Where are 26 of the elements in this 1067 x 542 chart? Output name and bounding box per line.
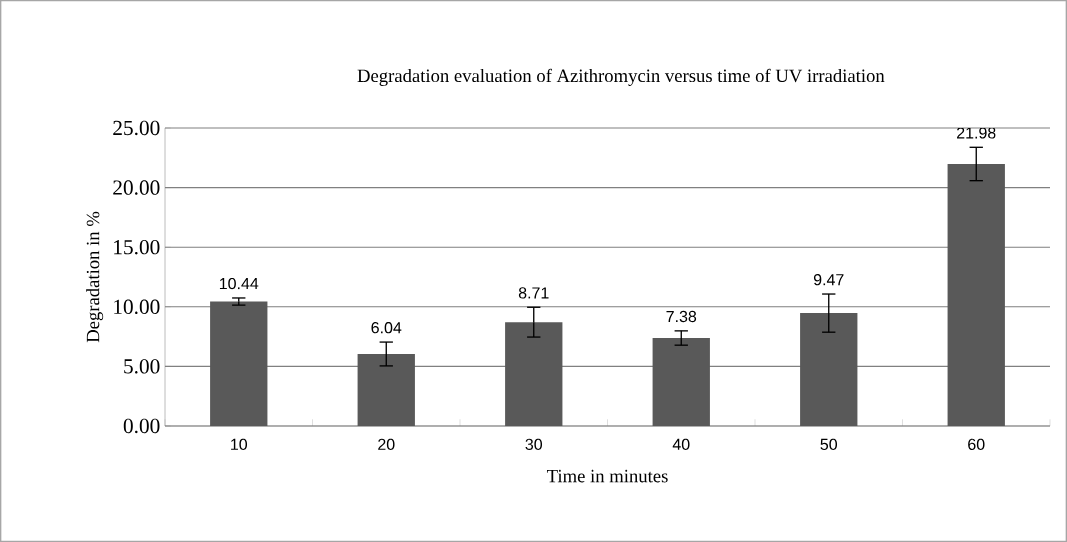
data-label: 6.04 xyxy=(371,322,402,334)
x-tick-label: 40 xyxy=(672,438,690,451)
x-tick-label: 20 xyxy=(378,438,395,451)
x-tick-label: 30 xyxy=(525,438,543,451)
y-tick-label: 0.00 xyxy=(123,418,160,434)
data-label: 10.44 xyxy=(219,277,259,290)
chart-title: Degradation evaluation of Azithromycin versus time of UV irradiation xyxy=(357,68,885,86)
x-tick-label: 10 xyxy=(231,438,248,451)
data-label: 7.38 xyxy=(666,310,697,323)
bar xyxy=(357,353,415,426)
y-axis-title: Degradation in % xyxy=(86,211,104,343)
data-label: 8.71 xyxy=(518,287,549,299)
y-tick-label: 5.00 xyxy=(124,359,160,374)
bar xyxy=(210,301,268,426)
y-tick-label: 15.00 xyxy=(114,239,160,255)
x-tick-label: 50 xyxy=(820,438,838,451)
data-label: 9.47 xyxy=(813,274,844,286)
y-tick-label: 25.00 xyxy=(113,120,160,136)
x-tick-label: 60 xyxy=(968,438,985,451)
y-tick-label: 10.00 xyxy=(114,299,160,315)
bar xyxy=(947,163,1005,426)
bar xyxy=(505,322,563,426)
bar xyxy=(800,313,858,426)
y-tick-label: 20.00 xyxy=(113,180,160,195)
x-axis-title: Time in minutes xyxy=(546,469,668,483)
bar xyxy=(652,338,710,426)
